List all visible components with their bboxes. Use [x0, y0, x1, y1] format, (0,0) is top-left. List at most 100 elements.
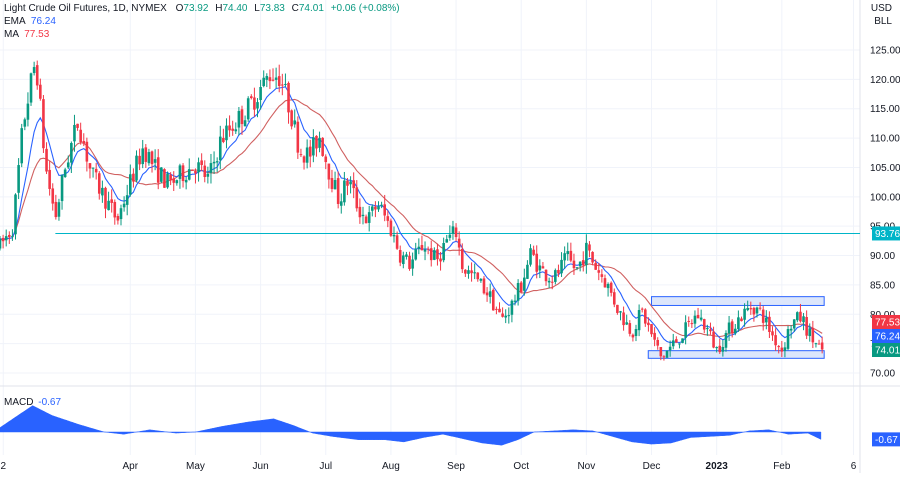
change-value: +0.06 (+0.08%) — [330, 3, 400, 14]
candle-body — [547, 280, 551, 283]
high-label: H — [215, 3, 223, 14]
macd-pane — [0, 405, 822, 446]
candle-body — [222, 137, 225, 142]
candle-body — [113, 201, 117, 218]
candle-body — [616, 304, 619, 313]
candle-body — [26, 103, 30, 120]
candle-body — [333, 180, 337, 190]
macd-value: -0.67 — [38, 397, 62, 408]
price-tag-bg — [872, 343, 900, 357]
candle-body — [414, 249, 418, 260]
candle-body — [163, 169, 166, 188]
candle-body — [755, 307, 759, 314]
candle-body — [625, 322, 628, 325]
time-tick-label: Apr — [123, 461, 139, 472]
macd-label: MACD — [4, 397, 34, 408]
candle-body — [32, 67, 36, 74]
candle-body — [79, 129, 82, 143]
candle-body — [318, 137, 321, 148]
time-axis[interactable]: 2 Apr May Jun Jul Aug Sep Oct Nov Dec 2023 Feb 6 — [0, 461, 856, 472]
candle-body — [513, 300, 517, 302]
candle-body — [575, 267, 579, 269]
candle-body — [653, 332, 656, 340]
candle-body — [482, 278, 486, 294]
candle-body — [191, 169, 194, 171]
candle-body — [243, 120, 247, 127]
range-box-top[interactable] — [651, 296, 825, 306]
candle-body — [352, 180, 355, 189]
candle-body — [94, 168, 98, 173]
candle-body — [426, 248, 430, 250]
candle-body — [606, 283, 610, 289]
candle-body — [17, 165, 20, 193]
candle-body — [402, 255, 405, 265]
candle-body — [544, 269, 548, 282]
candle-body — [566, 251, 570, 255]
candle-body — [76, 123, 79, 128]
time-tick-label: Jun — [253, 461, 269, 472]
candle-body — [647, 322, 650, 326]
candle-body — [178, 165, 182, 179]
candle-body — [147, 152, 151, 164]
candle-body — [215, 161, 219, 163]
candle-body — [271, 79, 275, 81]
candle-body — [290, 110, 293, 127]
candle-body — [684, 322, 687, 338]
price-tag-text: 74.01 — [875, 346, 900, 357]
candle-body — [507, 315, 511, 317]
candle-body — [690, 323, 694, 325]
candle-body — [501, 313, 504, 317]
candle-body — [820, 342, 824, 350]
time-tick-label: Dec — [643, 461, 661, 472]
candle-body — [29, 73, 33, 103]
candle-body — [597, 270, 601, 273]
range-box-bottom[interactable] — [647, 350, 825, 359]
candle-body — [212, 161, 216, 164]
candle-body — [737, 317, 740, 330]
candle-body — [281, 84, 284, 86]
candle-body — [519, 282, 523, 292]
candle-body — [231, 128, 234, 131]
candle-body — [234, 129, 238, 132]
ema-legend[interactable]: EMA 76.24 — [4, 16, 56, 28]
range-boxes[interactable] — [647, 296, 825, 359]
candle-body — [761, 309, 765, 323]
candle-body — [650, 324, 653, 335]
candle-body — [284, 83, 287, 85]
price-tick-label: 70.00 — [870, 369, 895, 380]
price-tick-label: 125.00 — [870, 46, 900, 57]
ma-legend[interactable]: MA 77.53 — [4, 29, 49, 41]
time-tick-label: 2 — [0, 461, 6, 472]
candle-body — [569, 250, 573, 261]
candle-body — [743, 308, 746, 320]
candle-body — [612, 292, 616, 305]
candle-body — [374, 206, 377, 210]
open-value: 73.92 — [183, 3, 209, 14]
candle-body — [656, 339, 660, 346]
candle-body — [603, 278, 607, 288]
candle-body — [367, 212, 371, 223]
candle-body — [327, 163, 331, 180]
candle-body — [398, 249, 402, 263]
ema-value: 76.24 — [30, 16, 56, 27]
close-value: 74.01 — [298, 3, 324, 14]
candle-body — [101, 187, 104, 196]
price-tick-label: 110.00 — [870, 134, 900, 145]
candle-body — [20, 128, 24, 164]
candle-body — [718, 345, 722, 353]
symbol-title: Light Crude Oil Futures, 1D, NYMEX — [4, 3, 167, 14]
candle-body — [315, 135, 318, 149]
candle-body — [814, 343, 818, 345]
macd-legend[interactable]: MACD -0.67 — [4, 397, 61, 409]
candle-body — [715, 347, 718, 349]
price-tag: 77.53 — [872, 315, 900, 329]
ma-label: MA — [4, 29, 19, 40]
support-price-tag: 93.76 — [872, 226, 900, 241]
candle-body — [228, 125, 231, 131]
time-tick-label: May — [186, 461, 205, 472]
candle-body — [671, 340, 675, 347]
price-tick-label: 105.00 — [870, 163, 900, 174]
candle-body — [709, 329, 712, 332]
